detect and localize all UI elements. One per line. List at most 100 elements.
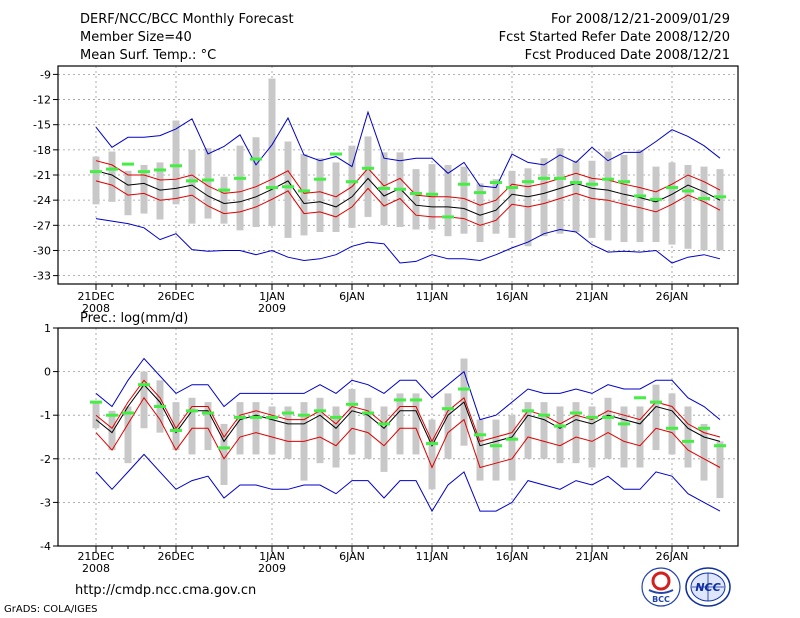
- series-line-upper-spread: [95, 379, 721, 443]
- y-tick-label: -9: [40, 68, 51, 81]
- y-tick-label: -33: [33, 270, 51, 283]
- spread-bar: [156, 162, 164, 220]
- spread-bar: [428, 419, 436, 490]
- series-line-ensemble-mean: [95, 170, 721, 216]
- bcc-logo: BCC: [641, 567, 681, 607]
- y-tick-label: -4: [40, 540, 51, 553]
- series-line-upper-spread: [95, 160, 721, 206]
- spread-bar: [492, 419, 500, 481]
- y-tick-label: 0: [44, 366, 51, 379]
- series-line-ensemble-mean: [95, 383, 721, 447]
- spread-bar: [476, 183, 484, 243]
- spread-bar: [588, 406, 596, 468]
- spread-bar: [364, 397, 372, 459]
- variable-label: Mean Surf. Temp.: °C: [80, 48, 217, 63]
- y-tick-label: -1: [40, 409, 51, 422]
- spread-bar: [252, 402, 260, 455]
- series-line-ensemble-max: [95, 357, 721, 421]
- y-tick-label: -27: [33, 219, 51, 232]
- spread-bar: [620, 406, 628, 468]
- plot-frame: [57, 327, 739, 547]
- x-tick-label: 21DEC: [77, 550, 114, 563]
- spread-bar: [188, 149, 196, 224]
- spread-bar: [716, 441, 724, 499]
- spread-bar: [124, 170, 132, 216]
- spread-bar: [572, 160, 580, 233]
- x-tick-label: 16JAN: [496, 290, 529, 303]
- x-tick-label: 21JAN: [576, 550, 609, 563]
- x-tick-sublabel: 2008: [82, 562, 110, 575]
- spread-bar: [588, 160, 596, 238]
- x-tick-sublabel: 2009: [258, 302, 286, 315]
- spread-bar: [652, 384, 660, 451]
- spread-bar: [476, 419, 484, 481]
- forecast-start-date: Fcst Started Refer Date 2008/12/20: [498, 30, 730, 45]
- spread-bar: [636, 406, 644, 468]
- grads-credit: GrADS: COLA/IGES: [4, 604, 98, 615]
- x-tick-label: 6JAN: [339, 550, 365, 563]
- spread-bar: [700, 166, 708, 251]
- spread-bar: [92, 156, 100, 205]
- spread-bar: [252, 137, 260, 227]
- x-tick-label: 1JAN: [259, 290, 285, 303]
- chart-title: DERF/NCC/BCC Monthly Forecast: [80, 12, 294, 27]
- y-tick-label: -12: [33, 94, 51, 107]
- spread-bar: [652, 166, 660, 243]
- spread-bar: [300, 154, 308, 236]
- x-tick-label: 26DEC: [157, 550, 194, 563]
- spread-bar: [620, 154, 628, 243]
- spread-bar: [556, 406, 564, 464]
- spread-bar: [684, 164, 692, 249]
- spread-bar: [172, 120, 180, 205]
- y-tick-label: -2: [40, 453, 51, 466]
- spread-bar: [700, 423, 708, 481]
- spread-bar: [172, 402, 180, 451]
- forecast-period: For 2008/12/21-2009/01/29: [551, 12, 730, 27]
- website-url[interactable]: http://cmdp.ncc.cma.gov.cn: [75, 583, 257, 598]
- series-line-ensemble-min: [95, 453, 721, 513]
- spread-bar: [668, 162, 676, 245]
- spread-bar: [684, 406, 692, 468]
- ncc-logo: NCC: [685, 567, 731, 607]
- spread-bar: [412, 393, 420, 455]
- forecast-produced-date: Fcst Produced Date 2008/12/21: [524, 48, 730, 63]
- x-tick-label: 26JAN: [656, 550, 689, 563]
- member-size: Member Size=40: [80, 30, 192, 45]
- spread-bar: [540, 158, 548, 237]
- x-tick-label: 16JAN: [496, 550, 529, 563]
- x-tick-label: 1JAN: [259, 550, 285, 563]
- series-line-lower-spread: [95, 180, 721, 226]
- bcc-logo-text: BCC: [652, 595, 670, 604]
- spread-bar: [316, 158, 324, 233]
- panel-title: Prec.: log(mm/d): [80, 311, 188, 326]
- spread-bar: [108, 410, 116, 451]
- spread-bar: [364, 136, 372, 217]
- spread-bar: [140, 164, 148, 214]
- y-tick-label: -18: [33, 144, 51, 157]
- x-tick-label: 21DEC: [77, 290, 114, 303]
- spread-bar: [204, 148, 212, 219]
- spread-bar: [444, 164, 452, 237]
- spread-bar: [412, 169, 420, 230]
- x-tick-label: 26DEC: [157, 290, 194, 303]
- spread-bar: [572, 402, 580, 464]
- y-tick-label: -30: [33, 244, 51, 257]
- spread-bar: [316, 397, 324, 464]
- ncc-logo-text: NCC: [695, 581, 720, 594]
- spread-bar: [492, 179, 500, 234]
- x-tick-sublabel: 2009: [258, 562, 286, 575]
- spread-bar: [220, 423, 228, 485]
- spread-bar: [396, 393, 404, 455]
- spread-bar: [604, 397, 612, 459]
- spread-bar: [188, 397, 196, 455]
- spread-bar: [236, 145, 244, 231]
- spread-bar: [220, 176, 228, 224]
- spread-bar: [204, 402, 212, 451]
- spread-bar: [460, 166, 468, 234]
- spread-bar: [556, 148, 564, 234]
- y-tick-label: -3: [40, 496, 51, 509]
- spread-bar: [332, 406, 340, 468]
